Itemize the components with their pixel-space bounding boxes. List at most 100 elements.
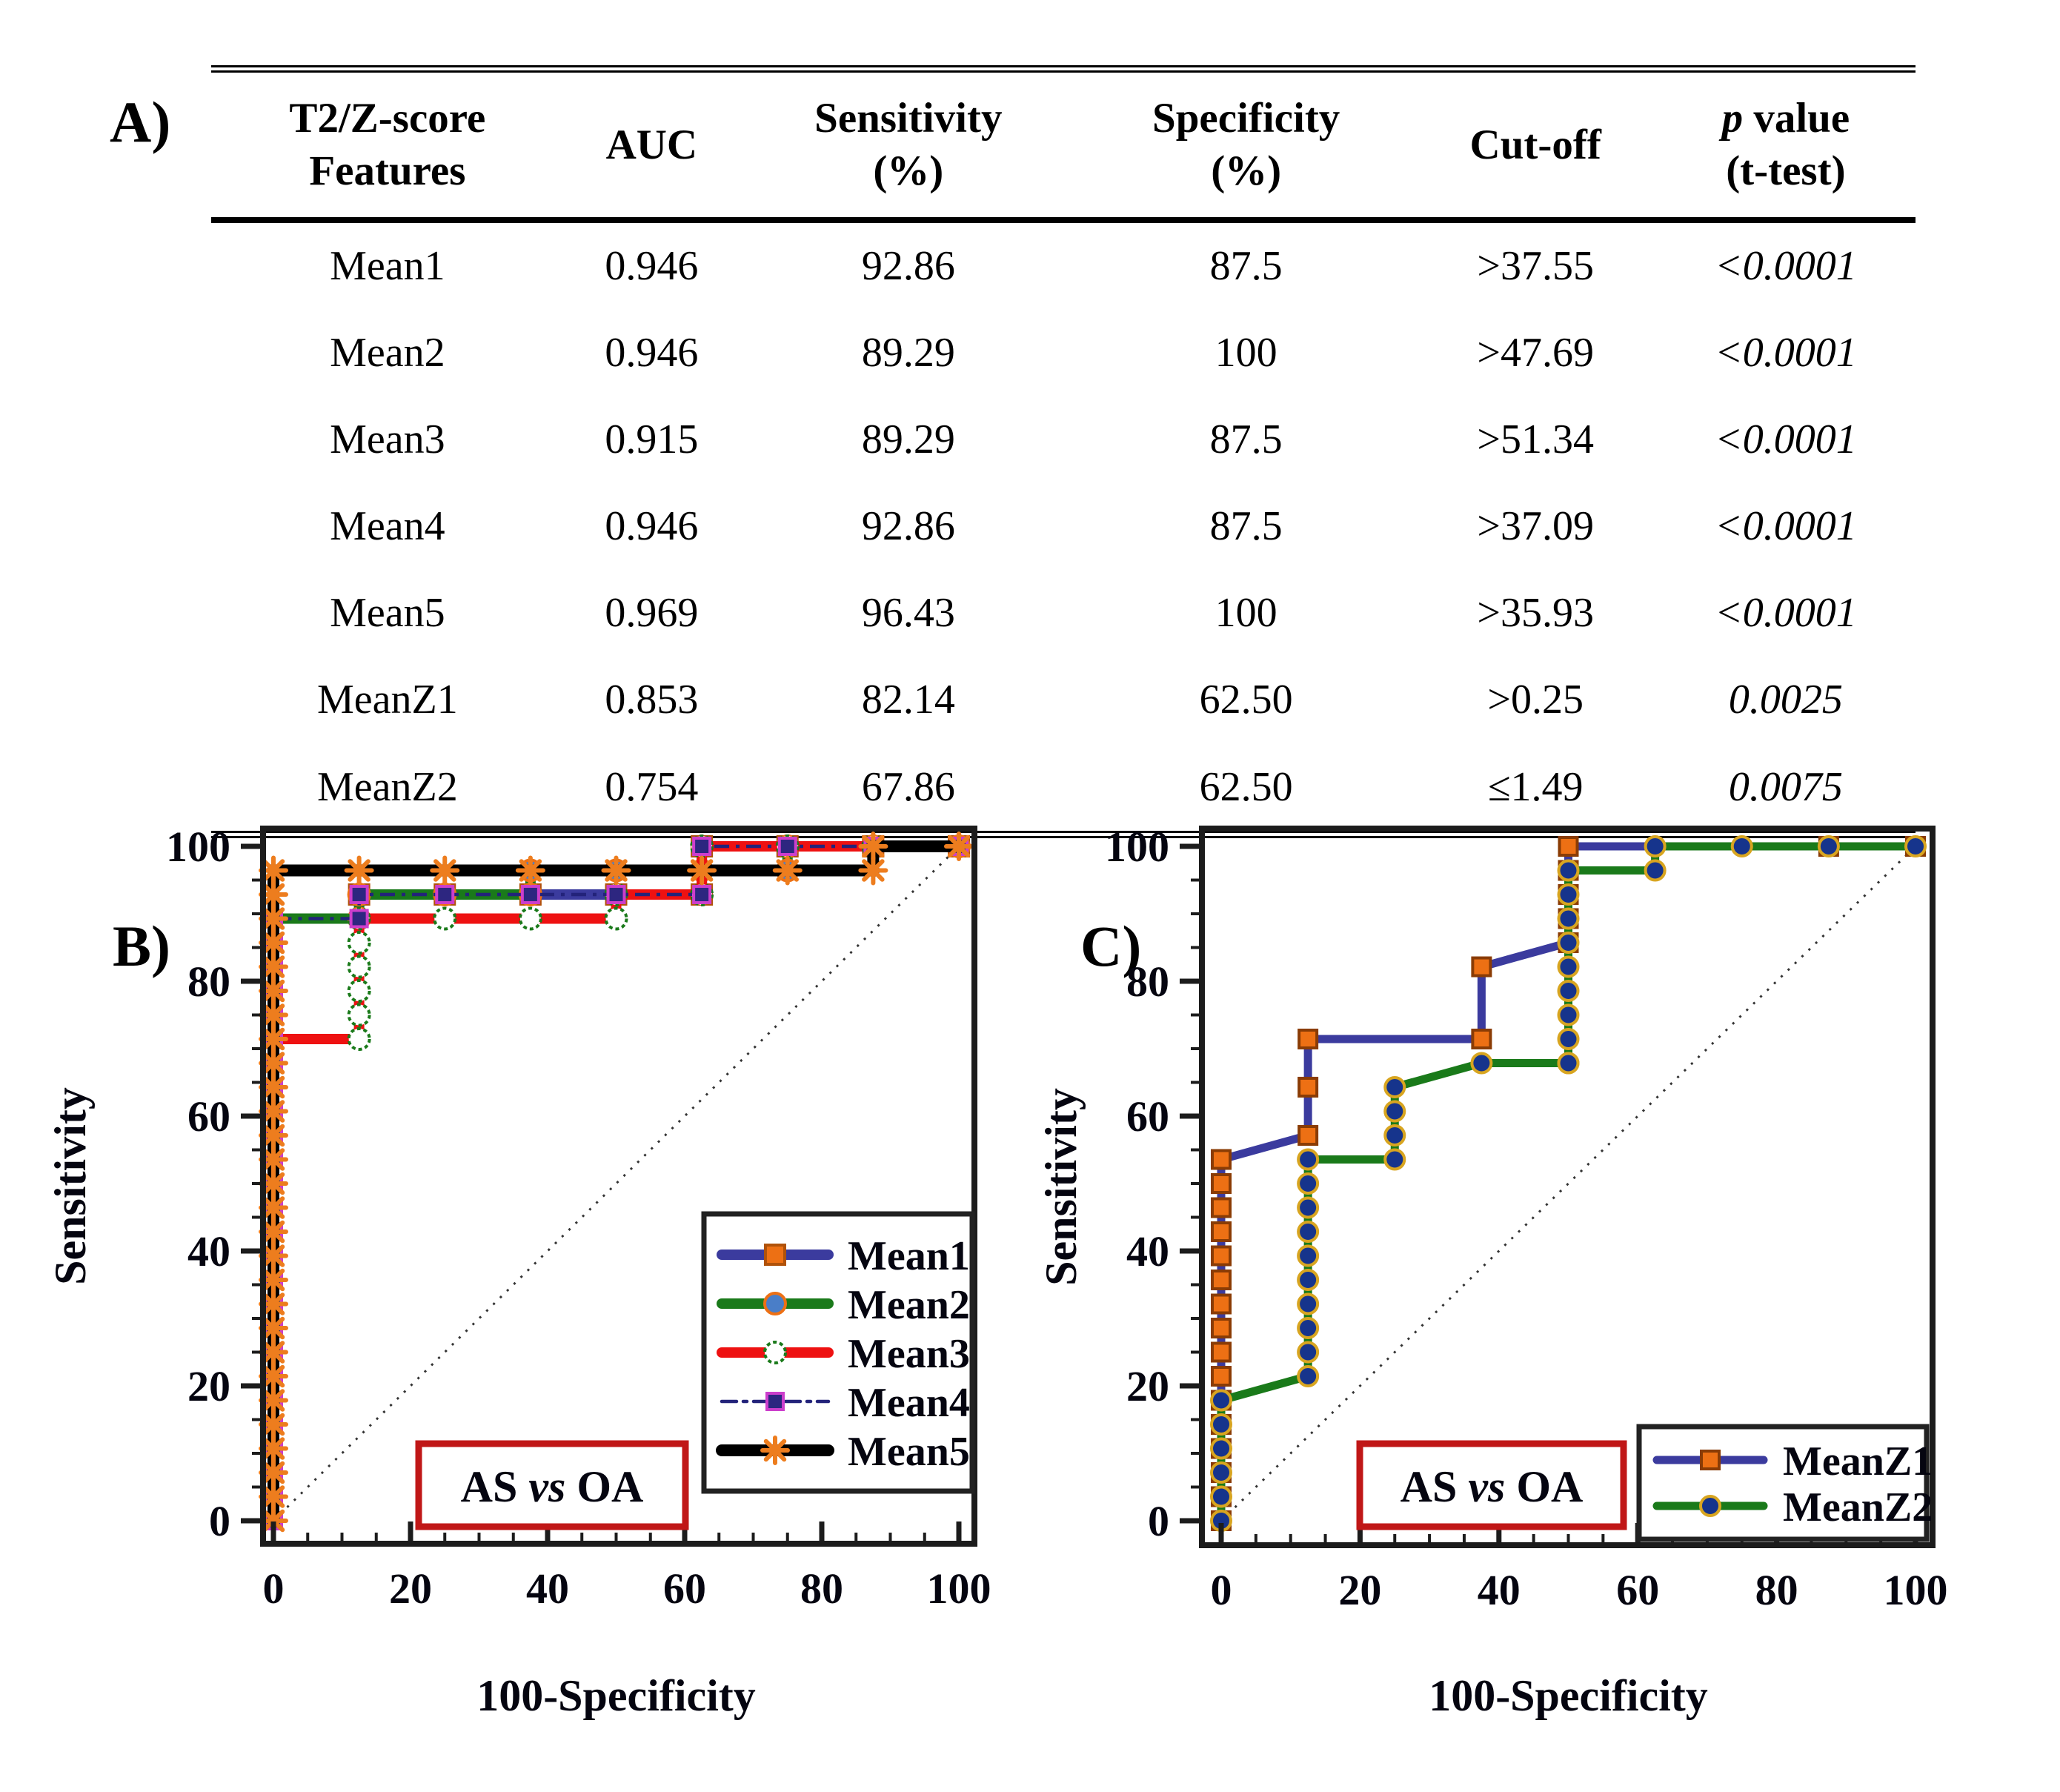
marker-circle	[1210, 1437, 1232, 1460]
marker-circle	[347, 1003, 371, 1027]
table-cell: >51.34	[1477, 416, 1594, 462]
table-cell: 0.0075	[1728, 763, 1843, 810]
marker-square	[520, 884, 540, 904]
marker-asterisk	[344, 855, 374, 886]
marker-square	[606, 884, 626, 904]
marker-circle	[1297, 1316, 1320, 1339]
marker-asterisk	[259, 1241, 288, 1271]
roc-plot-as-vs-oa-t2: 0 20 40 60 80 100 0 20 40 60 80 100 100-Specificity S…	[46, 823, 991, 1720]
table-cell: Mean5	[330, 590, 445, 637]
marker-asterisk	[259, 1410, 288, 1440]
marker-asterisk	[259, 1000, 288, 1030]
marker-square	[1298, 1028, 1319, 1049]
legend-entry-label: Mean2	[848, 1282, 970, 1328]
marker-square	[692, 837, 712, 856]
marker-circle	[1210, 1413, 1232, 1436]
marker-asterisk	[259, 1265, 288, 1295]
column-header: Sensitivity (%)	[739, 69, 1077, 223]
table-cell: 0.969	[605, 590, 699, 637]
marker-asterisk	[259, 880, 288, 910]
marker-asterisk	[687, 855, 717, 886]
y-tick-label: 20	[1126, 1362, 1169, 1410]
marker-asterisk	[259, 1048, 288, 1078]
marker-circle	[1297, 1148, 1320, 1171]
table-cell: 0.946	[605, 242, 699, 289]
marker-square	[1211, 1173, 1232, 1195]
marker-circle	[1297, 1341, 1320, 1364]
marker-circle	[1904, 835, 1927, 857]
marker-asterisk	[259, 1096, 288, 1126]
x-tick-label: 100	[927, 1564, 991, 1613]
marker-asterisk	[259, 1337, 288, 1367]
x-tick-label: 20	[389, 1564, 432, 1613]
marker-asterisk	[858, 855, 888, 886]
marker-circle	[1297, 1364, 1320, 1387]
marker-square	[349, 884, 369, 904]
marker-circle	[347, 931, 371, 955]
table-cell: ≤1.49	[1487, 763, 1584, 810]
table-cell: 0.946	[605, 503, 699, 550]
marker-circle	[1557, 1027, 1580, 1050]
table-row: MeanZ2 0.754 67.86 62.50 ≤1.49 0.0075	[211, 744, 1916, 834]
table-cell: 87.5	[1209, 503, 1283, 550]
column-header: Specificity (%)	[1077, 69, 1415, 223]
table-cell: 0.853	[605, 677, 699, 723]
y-tick-label: 0	[1148, 1497, 1169, 1545]
marker-square	[1211, 1366, 1232, 1387]
x-tick-label: 100	[1884, 1566, 1948, 1614]
marker-square	[1211, 1341, 1232, 1363]
table-cell: 67.86	[861, 763, 955, 810]
marker-asterisk	[259, 976, 288, 1006]
x-tick-label: 40	[526, 1564, 569, 1613]
marker-asterisk	[944, 832, 974, 861]
table-cell: 0.946	[605, 329, 699, 376]
marker-circle	[1557, 883, 1580, 906]
marker-circle	[1557, 1052, 1580, 1075]
y-tick-label: 80	[187, 958, 230, 1006]
x-tick-label: 60	[663, 1564, 706, 1613]
table-row: Mean4 0.946 92.86 87.5 >37.09 <0.0001	[211, 483, 1916, 570]
marker-asterisk	[259, 1361, 288, 1392]
roc-statistics-table: T2/Z-score Features AUC Sensitivity (%) Speci…	[211, 65, 1916, 838]
marker-square	[777, 837, 797, 856]
table-cell: 62.50	[1199, 763, 1293, 810]
marker-circle	[1557, 955, 1580, 978]
series-Mean5	[259, 832, 974, 1536]
marker-square	[1211, 1245, 1232, 1267]
marker-asterisk	[259, 1458, 288, 1488]
marker-asterisk	[259, 1144, 288, 1175]
marker-circle	[1644, 835, 1667, 857]
y-tick-label: 40	[187, 1227, 230, 1275]
marker-asterisk	[259, 1169, 288, 1199]
marker-square	[1211, 1221, 1232, 1243]
table-cell: 96.43	[861, 590, 955, 637]
panel-c-label: C)	[1080, 914, 1142, 978]
legend-entry-label: Mean1	[848, 1233, 970, 1279]
marker-square	[349, 909, 369, 929]
marker-circle	[1297, 1196, 1320, 1219]
x-axis-label: 100-Specificity	[1429, 1671, 1708, 1720]
marker-circle	[1730, 835, 1753, 857]
table-cell: 62.50	[1199, 677, 1293, 723]
axes: 0 20 40 60 80 100 0 20 40 60 80 100	[1105, 823, 1948, 1614]
table-row: Mean3 0.915 89.29 87.5 >51.34 <0.0001	[211, 396, 1916, 483]
y-tick-label: 100	[166, 823, 230, 871]
marker-circle	[1817, 835, 1840, 857]
y-axis-label: Sensitivity	[46, 1087, 95, 1285]
marker-square	[1471, 1028, 1492, 1049]
table-row: Mean5 0.969 96.43 100 >35.93 <0.0001	[211, 570, 1916, 657]
marker-asterisk	[259, 1217, 288, 1247]
column-header: Cut-off	[1415, 69, 1656, 223]
table-cell: 0.0025	[1728, 677, 1843, 723]
marker-square	[1211, 1197, 1232, 1218]
legend-entry-label: Mean5	[848, 1429, 970, 1475]
panel-b-label: B)	[113, 914, 170, 978]
marker-square	[1211, 1293, 1232, 1315]
x-tick-label: 80	[1755, 1566, 1798, 1614]
marker-circle	[1210, 1485, 1232, 1508]
y-tick-label: 80	[1126, 958, 1169, 1006]
marker-circle	[433, 906, 457, 931]
marker-asterisk	[259, 903, 288, 934]
table-cell: <0.0001	[1715, 416, 1857, 462]
table-cell: >0.25	[1487, 677, 1584, 723]
